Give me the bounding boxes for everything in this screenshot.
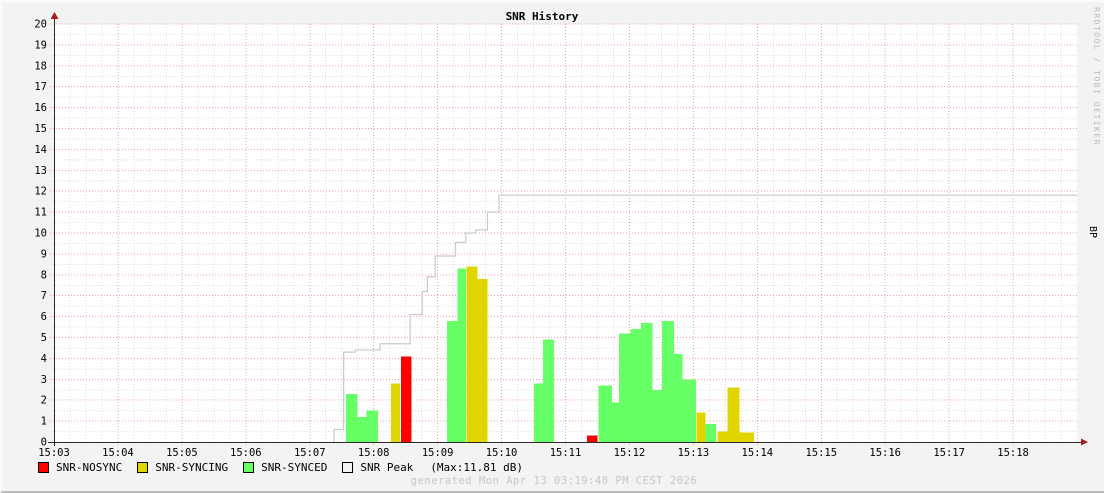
svg-text:1: 1 (41, 416, 47, 428)
snr-bar-synced (674, 354, 683, 442)
snr-bar-synced (662, 320, 675, 442)
svg-text:4: 4 (41, 353, 47, 365)
snr-bar-synced (534, 383, 544, 442)
major-grid (50, 23, 1077, 446)
svg-text:15:13: 15:13 (678, 447, 710, 459)
minor-grid (52, 24, 1077, 444)
snr-bar-synced (705, 424, 716, 442)
svg-text:19: 19 (34, 39, 47, 51)
svg-text:8: 8 (41, 269, 47, 281)
nosync-swatch-icon (38, 462, 49, 473)
legend-item-synced: SNR-SYNCED (243, 461, 327, 474)
legend-label-synced: SNR-SYNCED (261, 461, 328, 474)
x-tick-labels: 15:03 15:04 15:05 15:06 15:07 15:08 15:09 15:10… (38, 447, 1029, 459)
svg-text:15:14: 15:14 (742, 447, 774, 459)
snr-bar-synced (447, 320, 458, 442)
axes (48, 12, 1088, 446)
snr-peak-line (333, 194, 1077, 442)
snr-bar-synced (682, 379, 696, 442)
snr-bar-syncing (727, 387, 740, 442)
snr-bar-synced (366, 410, 379, 442)
svg-text:17: 17 (34, 81, 47, 93)
svg-text:15:04: 15:04 (102, 447, 134, 459)
svg-text:9: 9 (41, 248, 47, 260)
snr-bar-syncing (477, 278, 488, 442)
svg-text:15:10: 15:10 (486, 447, 518, 459)
svg-text:15:03: 15:03 (38, 447, 70, 459)
svg-text:15:09: 15:09 (422, 447, 454, 459)
svg-text:12: 12 (34, 186, 47, 198)
svg-text:6: 6 (41, 311, 47, 323)
svg-text:10: 10 (34, 228, 47, 240)
svg-text:15:17: 15:17 (933, 447, 965, 459)
svg-text:15:12: 15:12 (614, 447, 646, 459)
legend-item-peak: SNR Peak (342, 461, 413, 474)
chart-title: SNR History (505, 10, 579, 23)
svg-text:7: 7 (41, 290, 47, 302)
rrdtool-watermark: RRDTOOL / TOBI OETIKER (1092, 7, 1101, 146)
svg-text:18: 18 (34, 60, 47, 72)
svg-text:0: 0 (41, 437, 47, 449)
snr-bar-syncing (739, 432, 755, 442)
svg-text:5: 5 (41, 332, 47, 344)
snr-bar-synced (612, 402, 620, 442)
svg-text:15:15: 15:15 (805, 447, 837, 459)
svg-text:15:11: 15:11 (550, 447, 582, 459)
x-axis-arrow-icon (1081, 438, 1088, 446)
legend-label-nosync: SNR-NOSYNC (56, 461, 123, 474)
svg-text:15:08: 15:08 (358, 447, 390, 459)
snr-bar-nosync (587, 435, 598, 442)
svg-text:15:06: 15:06 (230, 447, 262, 459)
snr-bar-synced (652, 389, 663, 442)
snr-bar-synced (598, 385, 613, 442)
snr-bar-synced (346, 393, 358, 442)
snr-bar-syncing (466, 266, 478, 442)
snr-bar-syncing (717, 431, 728, 442)
syncing-swatch-icon (137, 462, 149, 473)
svg-text:13: 13 (34, 165, 47, 177)
snr-bar-synced (619, 333, 631, 442)
snr-bar-syncing (390, 383, 400, 442)
snr-bar-synced (457, 268, 466, 442)
svg-text:14: 14 (34, 144, 47, 156)
legend-label-peak: SNR Peak (360, 461, 414, 474)
svg-text:15:05: 15:05 (166, 447, 198, 459)
snr-bar-syncing (696, 412, 706, 442)
legend-label-syncing: SNR-SYNCING (155, 461, 229, 474)
snr-bar-synced (640, 322, 653, 442)
svg-text:3: 3 (41, 374, 47, 386)
svg-text:15:07: 15:07 (294, 447, 326, 459)
svg-text:16: 16 (34, 102, 47, 114)
svg-text:15: 15 (34, 123, 47, 135)
legend-item-syncing: SNR-SYNCING (137, 461, 228, 474)
snr-bar-nosync (401, 356, 412, 442)
snr-bar-synced (357, 416, 367, 442)
svg-text:15:18: 15:18 (997, 447, 1029, 459)
synced-swatch-icon (243, 462, 255, 473)
right-axis-label: BP (1087, 226, 1098, 239)
y-axis-arrow-icon (50, 12, 59, 19)
legend: SNR-NOSYNC SNR-SYNCING SNR-SYNCED SNR Pe… (38, 461, 523, 474)
svg-text:20: 20 (34, 19, 47, 31)
svg-text:2: 2 (41, 395, 47, 407)
peak-swatch-icon (342, 462, 354, 473)
svg-text:15:16: 15:16 (869, 447, 901, 459)
svg-text:11: 11 (34, 207, 47, 219)
generated-timestamp: generated Mon Apr 13 03:19:48 PM CEST 20… (410, 475, 698, 487)
peak-max-note: (Max:11.81 dB) (430, 461, 524, 474)
snr-bars (346, 266, 755, 442)
legend-item-nosync: SNR-NOSYNC (38, 461, 122, 474)
snr-bar-synced (543, 339, 554, 442)
snr-bar-synced (630, 329, 641, 442)
